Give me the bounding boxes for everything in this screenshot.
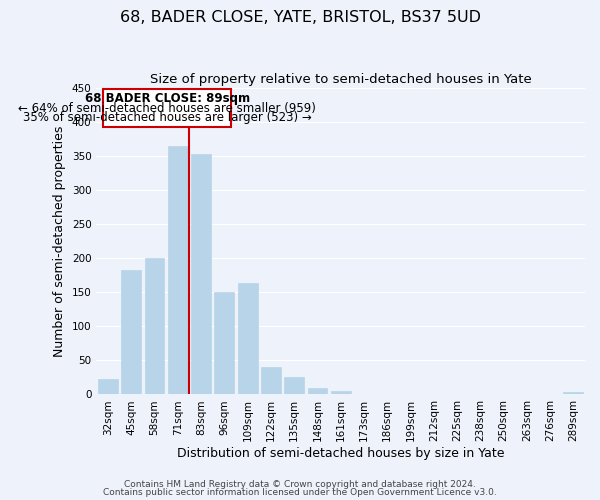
Bar <box>121 270 141 394</box>
Bar <box>284 378 304 394</box>
Text: 68, BADER CLOSE, YATE, BRISTOL, BS37 5UD: 68, BADER CLOSE, YATE, BRISTOL, BS37 5UD <box>119 10 481 25</box>
Bar <box>214 292 234 394</box>
Bar <box>98 380 118 394</box>
Bar <box>563 392 583 394</box>
Title: Size of property relative to semi-detached houses in Yate: Size of property relative to semi-detach… <box>150 72 532 86</box>
Bar <box>191 154 211 394</box>
FancyBboxPatch shape <box>103 88 232 127</box>
Text: 35% of semi-detached houses are larger (523) →: 35% of semi-detached houses are larger (… <box>23 110 312 124</box>
Bar <box>331 391 350 394</box>
Bar <box>168 146 188 394</box>
Bar <box>308 388 328 394</box>
Text: Contains HM Land Registry data © Crown copyright and database right 2024.: Contains HM Land Registry data © Crown c… <box>124 480 476 489</box>
Bar <box>238 284 257 395</box>
Text: 68 BADER CLOSE: 89sqm: 68 BADER CLOSE: 89sqm <box>85 92 250 105</box>
Text: Contains public sector information licensed under the Open Government Licence v3: Contains public sector information licen… <box>103 488 497 497</box>
Y-axis label: Number of semi-detached properties: Number of semi-detached properties <box>53 126 66 357</box>
X-axis label: Distribution of semi-detached houses by size in Yate: Distribution of semi-detached houses by … <box>177 447 505 460</box>
Bar <box>145 258 164 394</box>
Text: ← 64% of semi-detached houses are smaller (959): ← 64% of semi-detached houses are smalle… <box>19 102 316 114</box>
Bar <box>261 367 281 394</box>
